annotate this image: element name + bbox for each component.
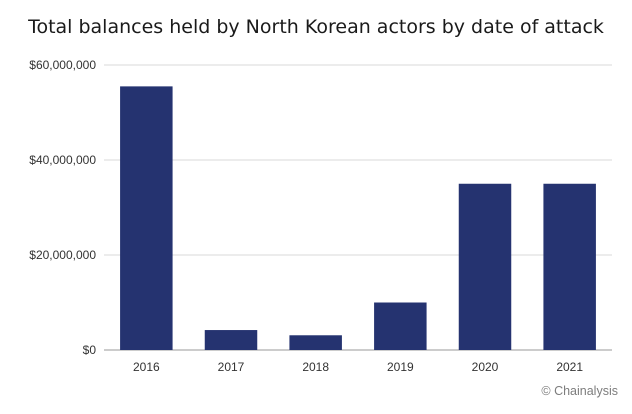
x-tick-label: 2017 — [218, 360, 245, 374]
bar — [289, 335, 342, 350]
y-tick-label: $60,000,000 — [29, 58, 96, 72]
y-tick-label: $40,000,000 — [29, 153, 96, 167]
x-tick-label: 2019 — [387, 360, 414, 374]
bar — [374, 302, 427, 350]
x-tick-label: 2016 — [133, 360, 160, 374]
source-credit: © Chainalysis — [541, 384, 618, 398]
bar — [204, 330, 258, 350]
x-tick-label: 2020 — [472, 360, 499, 374]
bar — [120, 86, 173, 350]
bar — [543, 183, 596, 350]
x-tick-label: 2021 — [556, 360, 583, 374]
x-tick-label: 2018 — [302, 360, 329, 374]
bar — [458, 183, 512, 350]
y-tick-label: $0 — [83, 343, 97, 357]
y-tick-label: $20,000,000 — [29, 248, 96, 262]
chart-title: Total balances held by North Korean acto… — [28, 16, 604, 38]
